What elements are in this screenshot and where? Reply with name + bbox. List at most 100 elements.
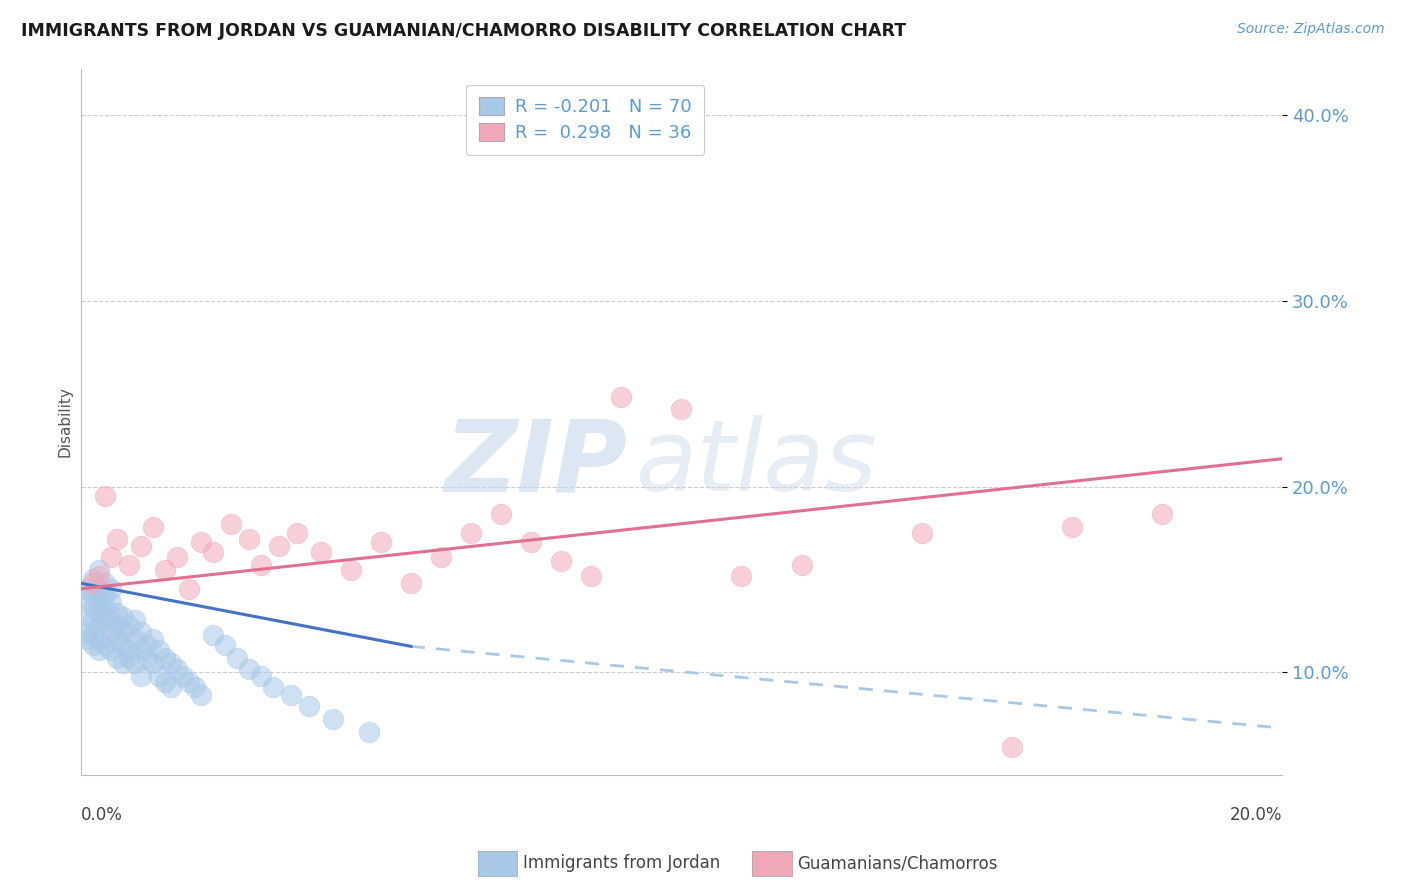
Point	[159, 656, 181, 670]
Point	[93, 613, 115, 627]
Text: Source: ZipAtlas.com: Source: ZipAtlas.com	[1237, 22, 1385, 37]
Point	[129, 669, 152, 683]
Point	[430, 550, 453, 565]
Point	[262, 680, 284, 694]
Point	[730, 568, 752, 582]
Point	[225, 650, 247, 665]
Point	[82, 576, 104, 591]
Point	[82, 600, 104, 615]
Point	[93, 587, 115, 601]
Point	[135, 650, 157, 665]
Point	[111, 656, 134, 670]
Point	[153, 563, 176, 577]
Point	[1150, 508, 1173, 522]
Point	[460, 526, 482, 541]
Point	[100, 613, 122, 627]
Point	[489, 508, 512, 522]
Point	[76, 632, 98, 646]
Point	[280, 688, 302, 702]
Text: Guamanians/Chamorros: Guamanians/Chamorros	[797, 855, 998, 872]
Point	[124, 656, 146, 670]
Point	[142, 632, 165, 646]
Point	[166, 662, 188, 676]
Point	[671, 401, 693, 416]
Point	[87, 568, 110, 582]
Text: Immigrants from Jordan: Immigrants from Jordan	[523, 855, 720, 872]
Point	[124, 632, 146, 646]
Point	[399, 576, 422, 591]
Text: atlas: atlas	[636, 416, 877, 512]
Point	[201, 544, 224, 558]
Point	[550, 554, 572, 568]
Point	[87, 632, 110, 646]
Point	[117, 643, 139, 657]
Point	[285, 526, 308, 541]
Point	[148, 669, 170, 683]
Point	[370, 535, 392, 549]
Point	[249, 558, 271, 572]
Point	[100, 595, 122, 609]
Point	[87, 595, 110, 609]
Point	[148, 643, 170, 657]
Point	[142, 656, 165, 670]
Point	[153, 674, 176, 689]
Text: 0.0%: 0.0%	[80, 806, 122, 824]
Point	[87, 582, 110, 596]
Point	[610, 391, 633, 405]
Point	[100, 624, 122, 639]
Point	[340, 563, 363, 577]
Point	[219, 516, 242, 531]
Point	[581, 568, 603, 582]
Point	[357, 724, 380, 739]
Legend: R = -0.201   N = 70, R =  0.298   N = 36: R = -0.201 N = 70, R = 0.298 N = 36	[467, 85, 704, 154]
Point	[190, 688, 212, 702]
Point	[76, 609, 98, 624]
Point	[105, 632, 128, 646]
Point	[190, 535, 212, 549]
Point	[129, 643, 152, 657]
Point	[93, 576, 115, 591]
Point	[117, 558, 139, 572]
Point	[117, 619, 139, 633]
Point	[100, 550, 122, 565]
Point	[87, 643, 110, 657]
Point	[100, 582, 122, 596]
Point	[87, 619, 110, 633]
Point	[105, 532, 128, 546]
Point	[111, 609, 134, 624]
Point	[82, 628, 104, 642]
Point	[105, 606, 128, 620]
Text: IMMIGRANTS FROM JORDAN VS GUAMANIAN/CHAMORRO DISABILITY CORRELATION CHART: IMMIGRANTS FROM JORDAN VS GUAMANIAN/CHAM…	[21, 22, 907, 40]
Point	[82, 638, 104, 652]
Point	[82, 573, 104, 587]
Point	[172, 669, 194, 683]
Point	[177, 582, 200, 596]
Point	[177, 674, 200, 689]
Point	[117, 650, 139, 665]
Point	[267, 539, 290, 553]
Point	[93, 489, 115, 503]
Point	[87, 606, 110, 620]
Point	[322, 712, 344, 726]
Point	[82, 613, 104, 627]
Point	[124, 613, 146, 627]
Point	[105, 650, 128, 665]
Point	[201, 628, 224, 642]
Y-axis label: Disability: Disability	[58, 386, 72, 457]
Point	[142, 520, 165, 534]
Point	[111, 624, 134, 639]
Point	[105, 619, 128, 633]
Point	[159, 680, 181, 694]
Point	[82, 587, 104, 601]
Point	[911, 526, 934, 541]
Text: 20.0%: 20.0%	[1230, 806, 1282, 824]
Point	[76, 582, 98, 596]
Point	[153, 650, 176, 665]
Point	[76, 591, 98, 605]
Point	[520, 535, 543, 549]
Point	[87, 563, 110, 577]
Point	[166, 550, 188, 565]
Point	[214, 638, 236, 652]
Point	[309, 544, 332, 558]
Point	[76, 624, 98, 639]
